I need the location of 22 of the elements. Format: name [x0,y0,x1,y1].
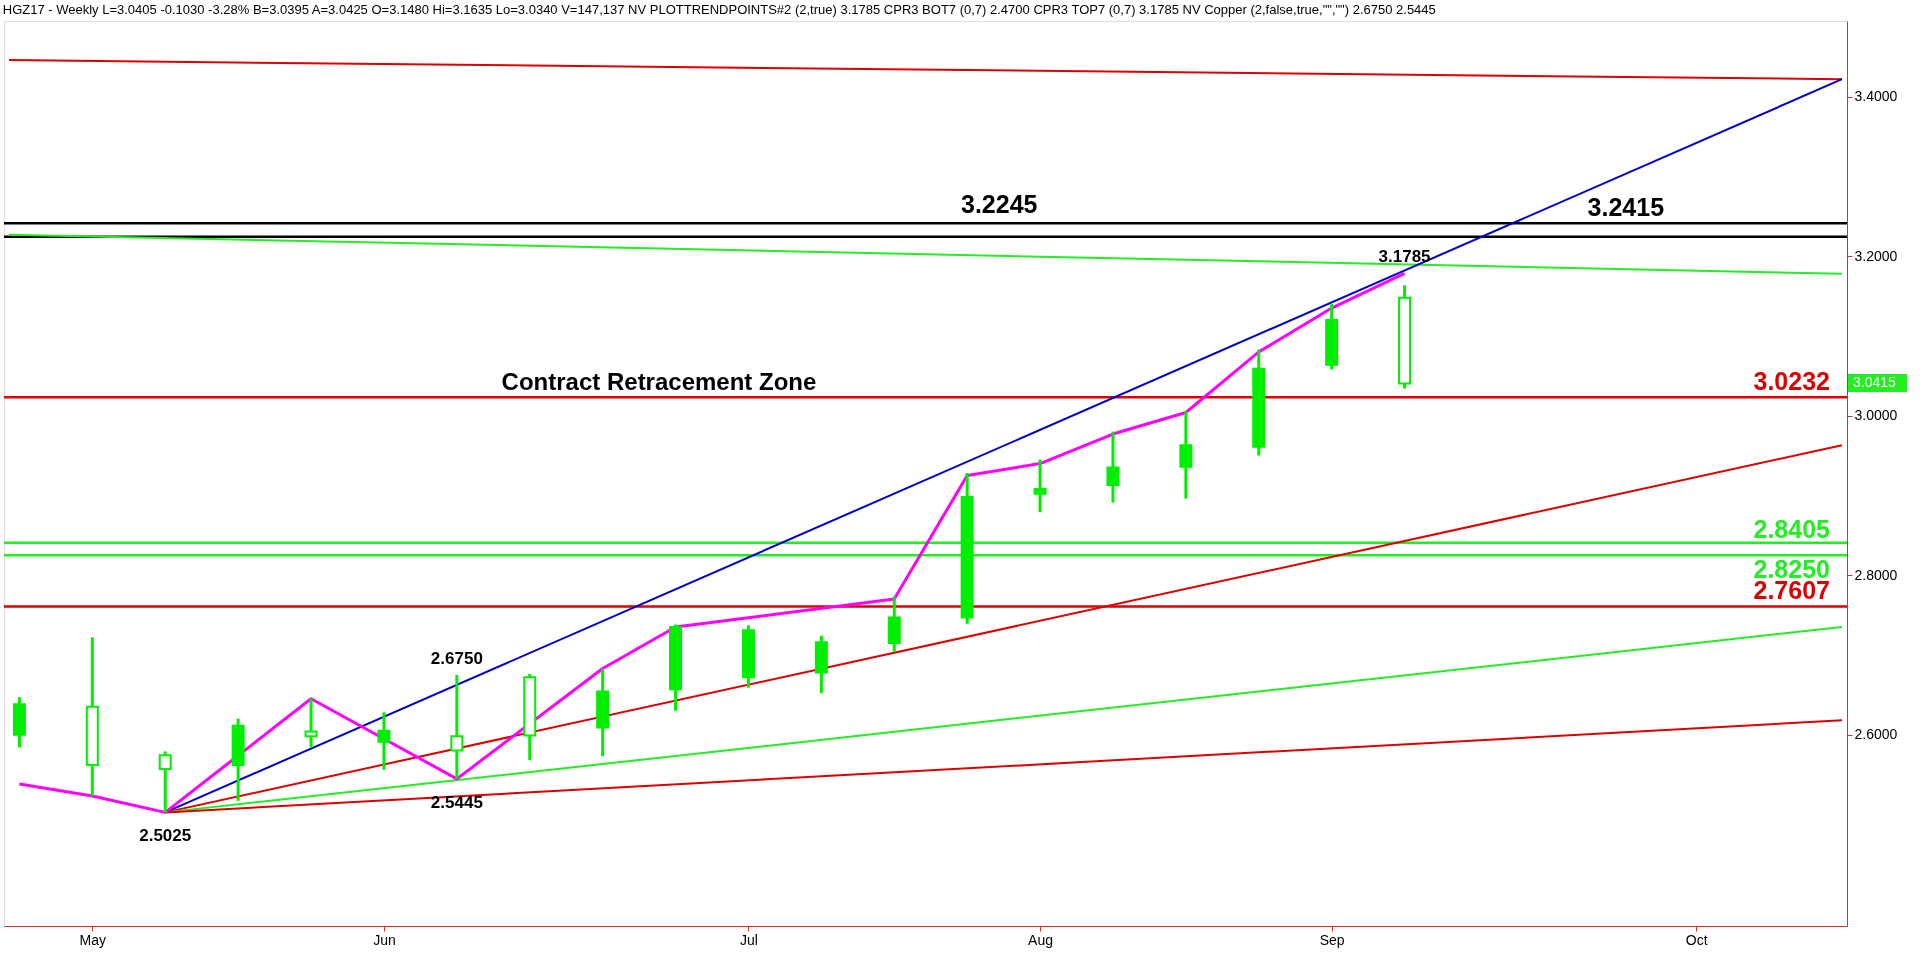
x-tick-label: Jul [740,931,758,948]
annotation: Contract Retracement Zone [501,368,817,395]
annotation: 3.1785 [1378,247,1431,267]
x-tick-label: Sep [1319,931,1345,948]
x-tick-label: May [79,931,107,948]
annotation: 2.6750 [430,648,483,668]
ref-line-label: 3.0232 [1753,367,1830,396]
chart-title: HGZ17 - Weekly L=3.0405 -0.1030 -3.28% B=3.0395 A=3.0425 O=3.1480 Hi=3.1635 Lo=3.0340 V=147,137 NV PLOTTRENDPOINTS#2 (2,true) 3.1785 CPR3 BOT7 (0,7) 2.4700 CPR3 TOP7 (0,7) 3.1785 NV Copper (2,false,true,"","") 2.6750 2.5445 [2,2,1436,17]
annotation: 2.5025 [139,826,192,846]
ref-line-label: 2.8405 [1753,514,1831,543]
text: 3.0415 [1853,374,1897,390]
y-tick-label: 3.2000 [1854,247,1898,264]
ref-line-label: 3.2415 [1587,193,1665,222]
x-tick-label: Jun [373,931,396,948]
y-tick-label: 3.4000 [1854,88,1898,105]
annotation: 2.5445 [430,792,483,812]
ref-line-label: 3.2245 [960,189,1038,218]
y-tick-label: 3.0000 [1854,407,1898,424]
x-tick-label: Oct [1685,931,1708,948]
y-tick-label: 2.6000 [1854,726,1898,743]
x-tick-label: Aug [1028,931,1054,948]
y-tick-label: 2.8000 [1854,566,1898,583]
